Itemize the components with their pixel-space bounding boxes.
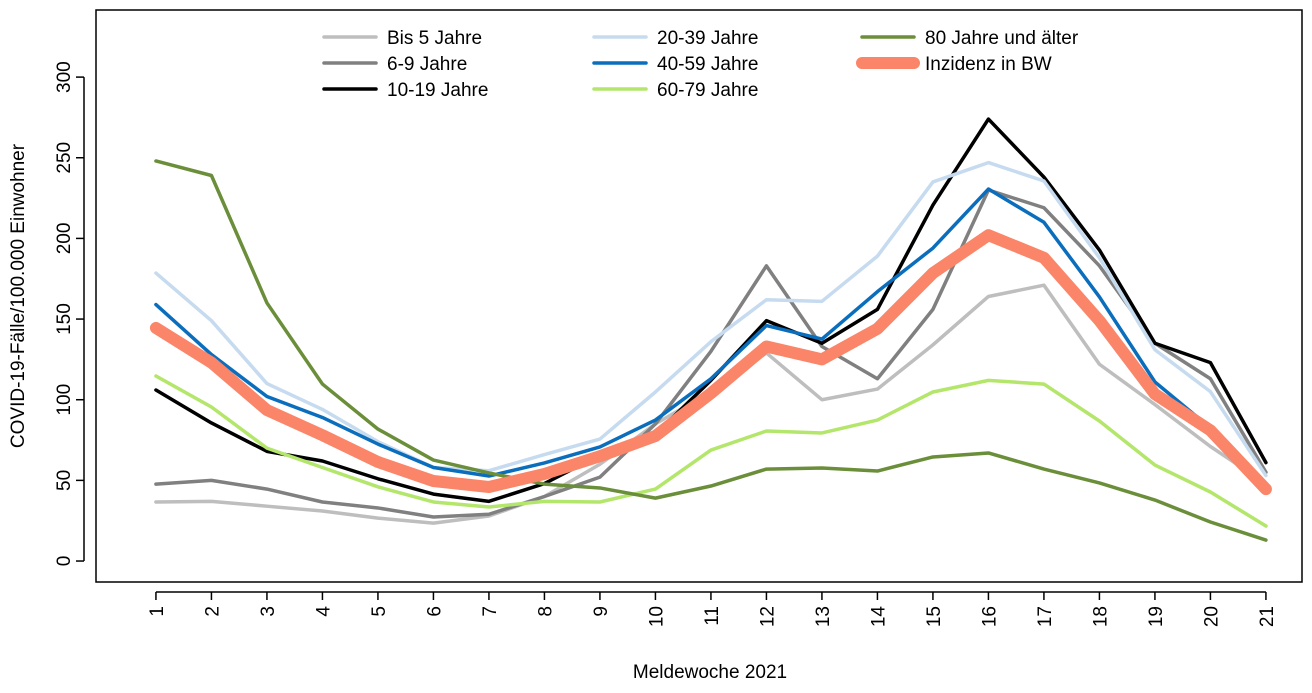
x-tick-label: 8 bbox=[535, 606, 556, 617]
legend-label: Inzidenz in BW bbox=[925, 54, 1052, 75]
series-line bbox=[154, 374, 1268, 528]
x-tick-label: 2 bbox=[202, 606, 223, 617]
y-tick-label: 300 bbox=[54, 61, 75, 93]
y-tick-label: 150 bbox=[54, 303, 75, 335]
x-tick-label: 13 bbox=[813, 606, 834, 627]
y-tick-label: 100 bbox=[54, 384, 75, 416]
x-axis-label: Meldewoche 2021 bbox=[633, 662, 787, 683]
x-tick-label: 20 bbox=[1201, 606, 1222, 627]
y-axis-label: COVID-19-Fälle/100.000 Einwohner bbox=[8, 143, 29, 448]
x-tick-label: 9 bbox=[591, 606, 612, 617]
series-line bbox=[154, 117, 1268, 504]
series-line bbox=[154, 187, 1268, 486]
legend-label: 40-59 Jahre bbox=[657, 54, 758, 75]
x-tick-label: 5 bbox=[369, 606, 390, 617]
legend-label: 60-79 Jahre bbox=[657, 80, 758, 101]
series-line bbox=[154, 160, 1268, 478]
x-tick-label: 19 bbox=[1146, 606, 1167, 627]
x-tick-label: 1 bbox=[147, 606, 168, 617]
y-tick-label: 200 bbox=[54, 223, 75, 255]
legend-label: 6-9 Jahre bbox=[387, 54, 467, 75]
series-line bbox=[154, 188, 1268, 519]
series-line bbox=[154, 159, 1268, 542]
series-line bbox=[149, 229, 1272, 496]
x-tick-label: 15 bbox=[924, 606, 945, 627]
x-tick-label: 3 bbox=[258, 606, 279, 617]
legend-label: 80 Jahre und älter bbox=[925, 28, 1079, 49]
x-tick-label: 17 bbox=[1035, 606, 1056, 627]
y-tick-label: 0 bbox=[54, 556, 75, 567]
x-tick-label: 18 bbox=[1090, 606, 1111, 627]
x-tick-label: 6 bbox=[424, 606, 445, 617]
x-tick-label: 7 bbox=[480, 606, 501, 617]
x-tick-label: 14 bbox=[868, 606, 889, 628]
x-tick-label: 10 bbox=[646, 606, 667, 627]
x-tick-label: 21 bbox=[1257, 606, 1278, 627]
x-tick-label: 12 bbox=[757, 606, 778, 627]
x-tick-label: 16 bbox=[979, 606, 1000, 627]
y-tick-label: 50 bbox=[54, 470, 75, 491]
x-tick-label: 11 bbox=[702, 606, 723, 626]
plot-frame bbox=[95, 9, 1303, 583]
x-tick-label: 4 bbox=[313, 606, 334, 617]
legend-label: Bis 5 Jahre bbox=[387, 28, 482, 49]
legend-label: 20-39 Jahre bbox=[657, 28, 758, 49]
y-tick-label: 250 bbox=[54, 142, 75, 174]
legend-label: 10-19 Jahre bbox=[387, 80, 488, 101]
